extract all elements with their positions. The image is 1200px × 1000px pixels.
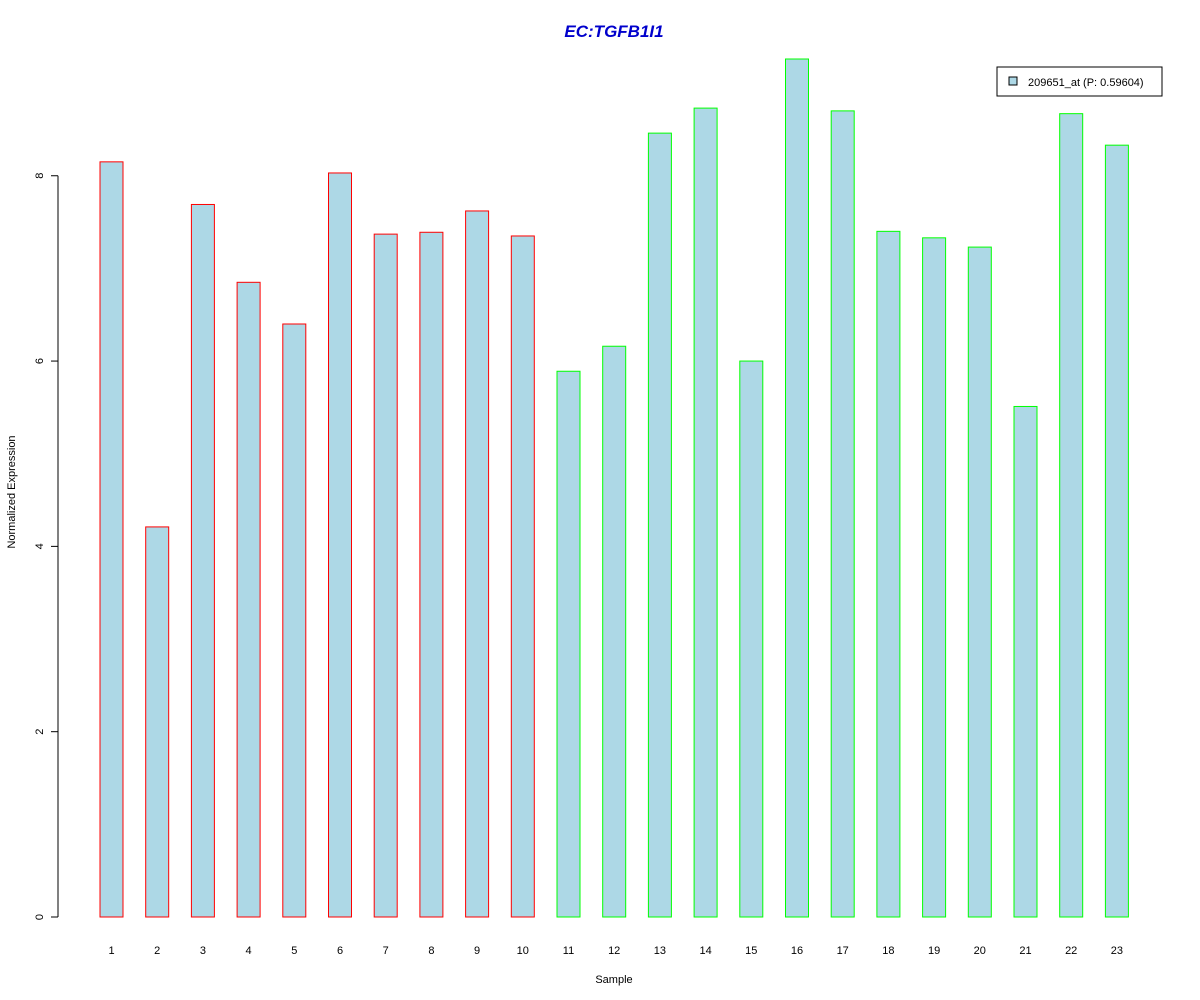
chart-title: EC:TGFB1I1 xyxy=(564,22,663,41)
legend-box xyxy=(996,66,1163,97)
x-tick-label: 11 xyxy=(563,945,574,957)
x-tick-label: 20 xyxy=(974,945,986,957)
x-tick-labels: 1 2 3 4 5 6 7 8 9 10 11 12 13 14 15 16 17 18 19 20 21 22 23 xyxy=(108,945,1123,957)
x-tick-label: 22 xyxy=(1065,945,1077,957)
bar xyxy=(465,210,490,918)
bar xyxy=(876,230,901,918)
bar xyxy=(830,110,855,918)
bar xyxy=(236,281,261,918)
bar xyxy=(373,233,398,918)
x-tick-label: 6 xyxy=(337,945,343,957)
x-tick-label: 15 xyxy=(745,945,757,957)
bar xyxy=(282,323,307,918)
legend-swatch xyxy=(1008,76,1018,86)
legend: 209651_at (P: 0.59604) xyxy=(996,66,1163,97)
x-tick-label: 2 xyxy=(154,945,160,957)
x-tick-label: 8 xyxy=(428,945,434,957)
bar xyxy=(1013,405,1038,918)
bar xyxy=(145,526,170,918)
bar xyxy=(647,132,672,918)
bar xyxy=(693,107,718,918)
bar xyxy=(967,246,992,918)
y-tick-label: 2 xyxy=(34,729,46,735)
y-tick-label: 6 xyxy=(34,358,46,364)
x-tick-label: 7 xyxy=(383,945,389,957)
bar xyxy=(922,237,947,918)
bar xyxy=(419,231,444,918)
x-tick-label: 19 xyxy=(928,945,940,957)
bar xyxy=(785,58,809,918)
x-tick-label: 3 xyxy=(200,945,206,957)
bars-group xyxy=(99,58,1129,918)
x-tick-label: 10 xyxy=(517,945,529,957)
bar xyxy=(190,203,215,918)
x-tick-label: 12 xyxy=(608,945,620,957)
x-tick-label: 23 xyxy=(1111,945,1123,957)
x-tick-label: 21 xyxy=(1019,945,1031,957)
bar xyxy=(739,360,764,918)
bar xyxy=(602,345,627,918)
x-tick-label: 16 xyxy=(791,945,803,957)
bar xyxy=(510,235,535,918)
y-axis: 0 2 4 6 8 xyxy=(34,173,59,920)
x-tick-label: 9 xyxy=(474,945,480,957)
bar xyxy=(99,161,124,918)
y-tick-label: 4 xyxy=(34,543,46,549)
legend-label: 209651_at (P: 0.59604) xyxy=(1028,77,1144,89)
bar xyxy=(1104,144,1129,918)
x-tick-label: 4 xyxy=(246,945,252,957)
y-tick-label: 0 xyxy=(34,914,46,920)
x-axis-label: Sample xyxy=(595,974,632,986)
x-tick-label: 13 xyxy=(654,945,666,957)
bar xyxy=(1059,113,1084,918)
y-axis-label: Normalized Expression xyxy=(6,435,18,548)
x-tick-label: 1 xyxy=(108,945,114,957)
bar xyxy=(328,172,352,918)
x-tick-label: 18 xyxy=(882,945,894,957)
x-tick-label: 14 xyxy=(699,945,711,957)
x-tick-label: 5 xyxy=(291,945,297,957)
x-tick-label: 17 xyxy=(837,945,849,957)
y-tick-label: 8 xyxy=(34,173,46,179)
bar xyxy=(556,370,581,918)
